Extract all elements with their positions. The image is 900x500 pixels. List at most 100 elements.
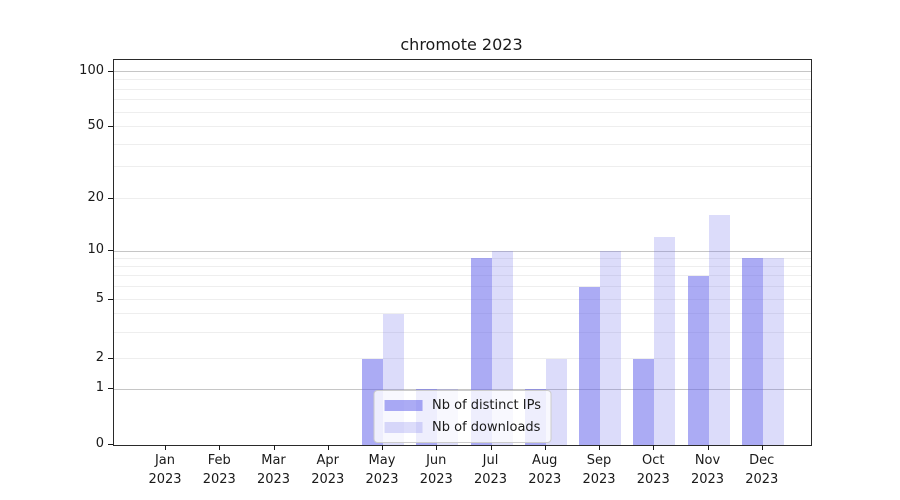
y-tick-mark-10 (108, 250, 113, 251)
legend-entry-downloads: Nb of downloads (384, 420, 541, 435)
y-tick-label-5: 5 (95, 290, 104, 306)
legend-entry-distinct-ips: Nb of distinct IPs (384, 398, 541, 413)
gridline-minor-70 (114, 99, 811, 101)
gridline-minor-5 (114, 299, 811, 300)
month-label: Aug (532, 453, 558, 468)
year-label: 2023 (745, 472, 779, 487)
gridline-minor-2 (114, 358, 811, 359)
gridline-minor-9 (114, 257, 811, 259)
bar-oct-downloads (654, 237, 676, 445)
year-label: 2023 (528, 472, 562, 487)
gridline-minor-90 (114, 79, 811, 81)
gridline-minor-50 (114, 126, 811, 127)
bar-oct-distinct-ips (633, 358, 655, 445)
x-tick-mark-dec (761, 445, 763, 450)
year-label: 2023 (365, 472, 399, 487)
gridline-minor-20 (114, 198, 811, 199)
bar-dec-distinct-ips (741, 258, 763, 445)
y-tick-mark-2 (108, 357, 113, 359)
gridline-minor-3 (114, 331, 811, 333)
y-tick-label-10: 10 (87, 242, 104, 257)
x-tick-mark-feb (219, 445, 221, 450)
year-label: 2023 (419, 472, 453, 487)
year-label: 2023 (636, 472, 670, 487)
legend-label-downloads: Nb of downloads (432, 420, 541, 435)
month-label: Nov (694, 453, 721, 468)
gridline-major-10 (114, 250, 811, 252)
gridline-major-1 (114, 388, 811, 390)
legend-swatch-downloads (384, 422, 423, 433)
plot-area: Nb of distinct IPs Nb of downloads (113, 59, 812, 446)
gridline-minor-8 (114, 266, 811, 268)
y-tick-label-20: 20 (87, 189, 104, 205)
legend-swatch-distinct-ips (384, 400, 423, 411)
x-tick-mark-jan (165, 445, 166, 450)
month-label: Mar (261, 453, 286, 468)
bar-nov-downloads (708, 215, 730, 445)
month-label: Jul (482, 453, 499, 468)
gridline-minor-30 (114, 166, 811, 168)
month-label: Dec (749, 453, 775, 468)
gridline-minor-6 (114, 286, 811, 288)
x-tick-mark-oct (653, 445, 655, 450)
x-tick-mark-jul (490, 445, 492, 450)
month-label: Jun (426, 453, 447, 468)
month-label: Oct (642, 453, 665, 468)
x-tick-label-sep: Sep 2023 (571, 451, 627, 489)
x-tick-mark-aug (544, 445, 546, 450)
x-tick-label-jun: Jun 2023 (408, 451, 464, 489)
x-tick-mark-may (382, 445, 383, 450)
month-label: Sep (586, 453, 612, 468)
y-tick-label-1: 1 (95, 380, 104, 395)
legend-label-distinct-ips: Nb of distinct IPs (432, 398, 541, 413)
chart-title: chromote 2023 (400, 35, 523, 54)
month-label: Apr (316, 453, 340, 468)
x-tick-label-jan: Jan 2023 (137, 451, 193, 489)
x-tick-label-may: May 2023 (354, 451, 410, 489)
gridline-minor-40 (114, 143, 811, 145)
y-tick-mark-0 (108, 444, 113, 445)
y-tick-label-0: 0 (95, 436, 104, 451)
bar-sep-distinct-ips (579, 286, 600, 445)
bar-sep-downloads (600, 251, 621, 445)
year-label: 2023 (202, 472, 236, 487)
bar-nov-distinct-ips (687, 275, 709, 445)
y-tick-label-2: 2 (95, 349, 104, 365)
x-tick-mark-nov (707, 445, 709, 450)
bar-dec-downloads (762, 258, 784, 445)
legend: Nb of distinct IPs Nb of downloads (373, 390, 552, 443)
x-tick-label-oct: Oct 2023 (625, 451, 681, 489)
y-tick-mark-1 (108, 388, 113, 389)
year-label: 2023 (148, 472, 182, 487)
y-tick-mark-5 (108, 298, 113, 300)
x-tick-mark-sep (599, 445, 600, 450)
x-tick-mark-jun (436, 445, 438, 450)
year-label: 2023 (256, 472, 291, 487)
gridline-minor-80 (114, 88, 811, 90)
y-tick-mark-50 (108, 125, 113, 127)
month-label: Jan (154, 453, 176, 468)
y-tick-mark-20 (108, 197, 113, 199)
x-tick-label-nov: Nov 2023 (680, 451, 736, 489)
x-tick-label-aug: Aug 2023 (517, 451, 573, 489)
year-label: 2023 (473, 472, 508, 487)
x-tick-label-jul: Jul 2023 (463, 451, 519, 489)
x-tick-label-dec: Dec 2023 (734, 451, 790, 489)
gridline-major-100 (114, 71, 811, 72)
year-label: 2023 (690, 472, 725, 487)
year-label: 2023 (311, 472, 345, 487)
gridline-minor-60 (114, 111, 811, 113)
x-tick-label-apr: Apr 2023 (300, 451, 356, 489)
y-tick-label-100: 100 (79, 62, 104, 78)
year-label: 2023 (582, 472, 616, 487)
x-tick-mark-mar (273, 445, 275, 450)
y-tick-mark-100 (108, 70, 113, 72)
x-tick-mark-apr (327, 445, 329, 450)
month-label: May (368, 453, 396, 468)
month-label: Feb (207, 453, 231, 468)
y-tick-label-50: 50 (87, 117, 104, 133)
x-tick-label-feb: Feb 2023 (191, 451, 247, 489)
x-tick-label-mar: Mar 2023 (246, 451, 302, 489)
gridline-minor-4 (114, 313, 811, 315)
